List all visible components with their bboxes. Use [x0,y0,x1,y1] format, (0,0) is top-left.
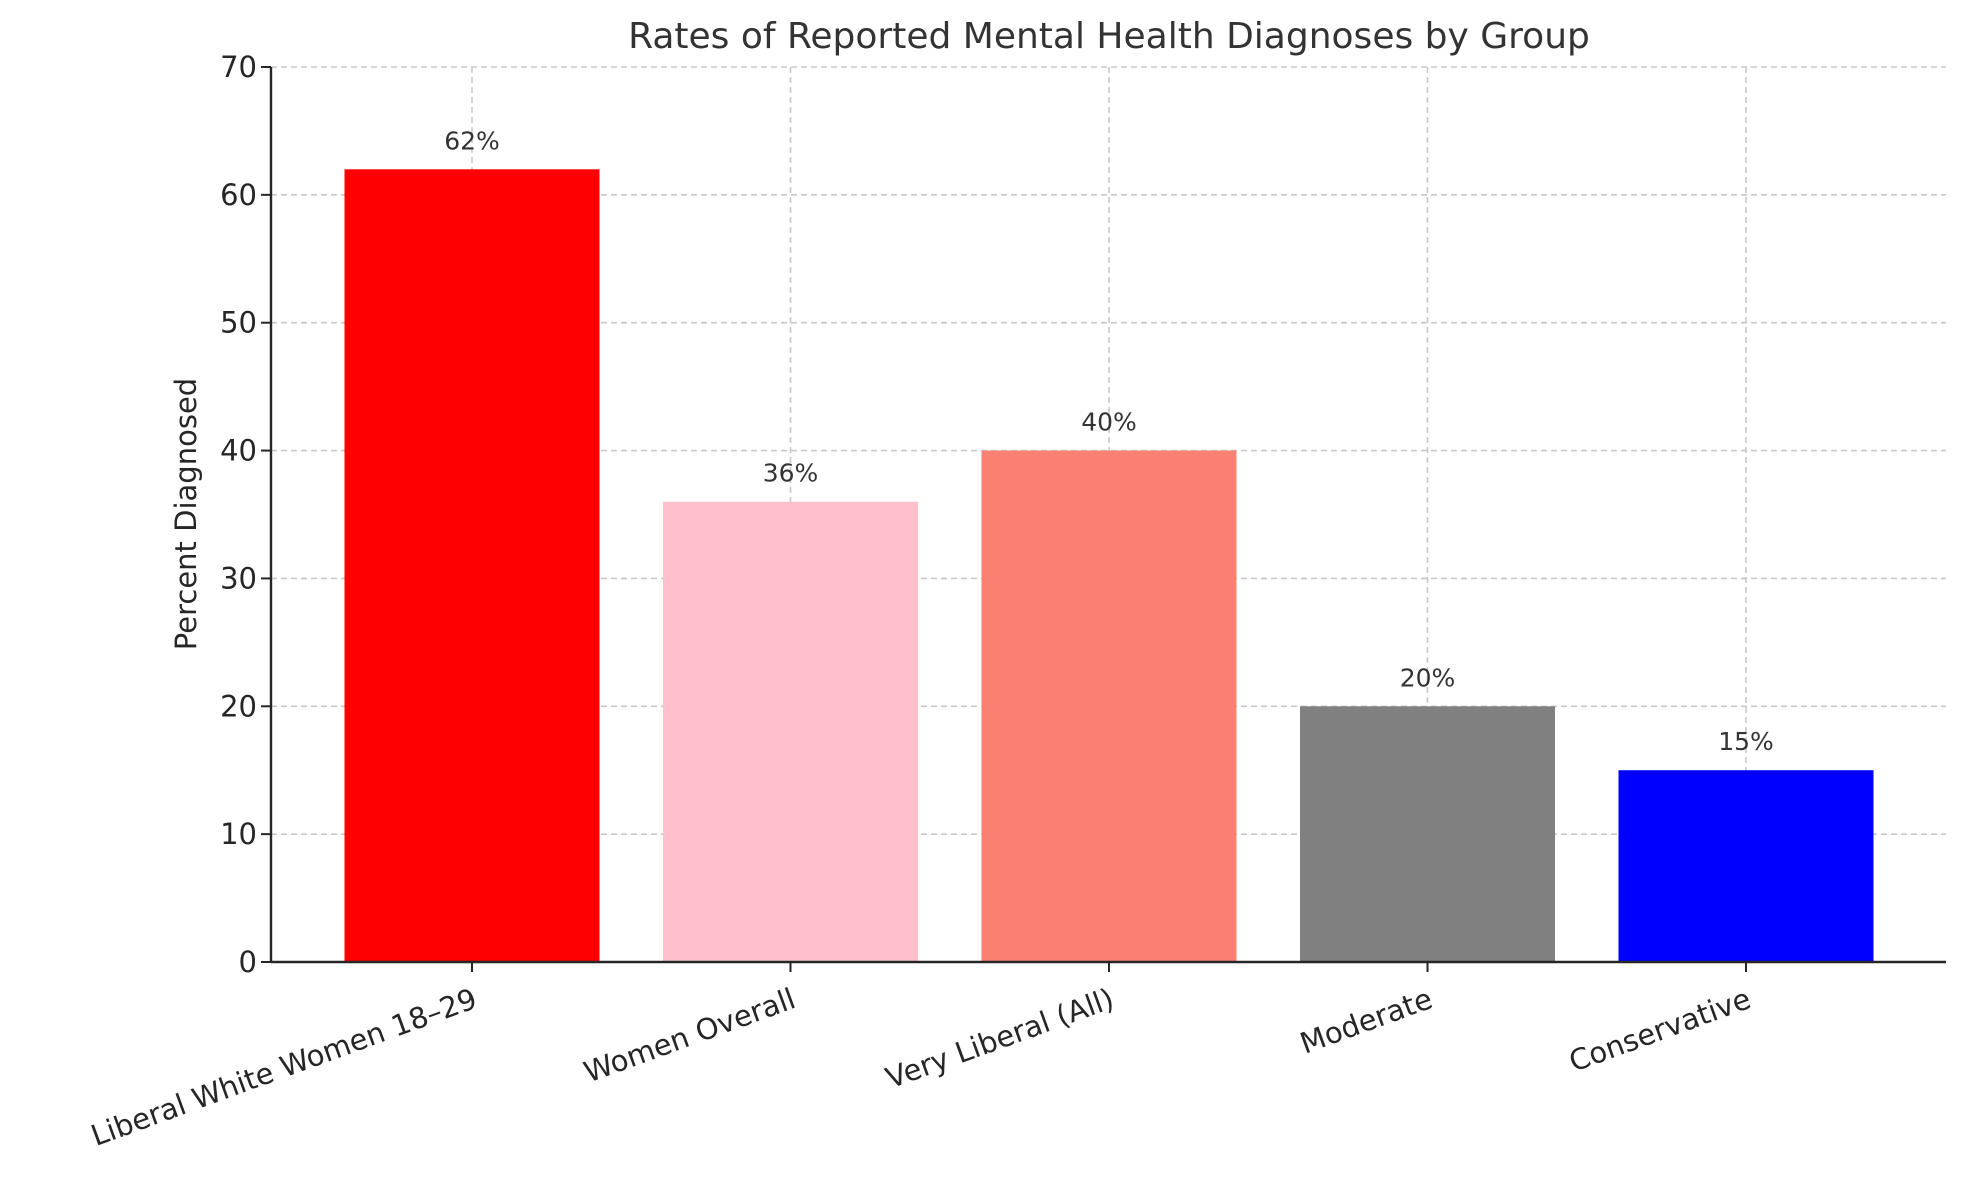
x-tick-label: Women Overall [579,981,799,1089]
bar [663,501,918,962]
y-ticks: 0 10 20 30 40 50 60 70 [220,50,271,979]
bar [1618,770,1874,962]
y-tick-label: 40 [220,434,257,468]
data-label: 40% [1081,408,1137,437]
y-tick-label: 0 [239,945,257,979]
y-tick-label: 50 [220,306,257,340]
y-tick-label: 60 [220,178,257,212]
y-tick-label: 30 [220,561,257,595]
y-tick-label: 10 [220,817,257,851]
x-tick-label: Very Liberal (All) [881,981,1118,1095]
y-tick-label: 70 [220,50,257,84]
bar [344,169,600,963]
x-ticks: Liberal White Women 18–29 Women Overall Ve… [87,962,1755,1153]
x-tick-label: Liberal White Women 18–29 [87,981,482,1152]
data-labels: 62% 36% 40% 20% 15% [444,126,1774,756]
data-label: 20% [1400,663,1456,692]
y-tick-label: 20 [220,689,257,723]
data-label: 15% [1718,727,1774,756]
data-label: 36% [763,459,819,488]
bar [1300,706,1555,962]
chart-title: Rates of Reported Mental Health Diagnose… [628,16,1590,57]
x-tick-label: Moderate [1296,981,1437,1060]
data-label: 62% [444,126,500,155]
bars [344,169,1874,963]
y-axis-label: Percent Diagnosed [169,378,203,650]
x-tick-label: Conservative [1564,981,1755,1078]
bar [981,450,1237,962]
